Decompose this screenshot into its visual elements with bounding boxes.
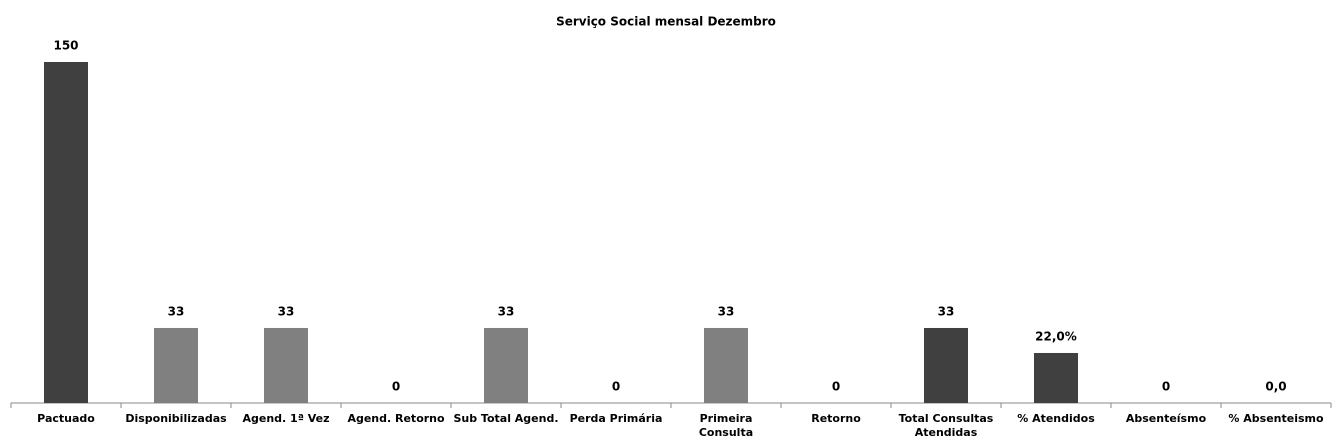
bar <box>704 327 748 403</box>
data-label: 0,0 <box>1265 380 1286 394</box>
x-tick-label: Primeira Consulta <box>698 412 754 439</box>
data-label: 0 <box>832 380 840 394</box>
x-tick-label: Total Consultas Atendidas <box>898 412 994 439</box>
data-label: 33 <box>168 304 185 318</box>
data-label: 0 <box>612 380 620 394</box>
x-tick-label: Sub Total Agend. <box>453 412 559 425</box>
bar <box>154 327 198 403</box>
x-tick-label: Absenteísmo <box>1125 412 1207 425</box>
bar <box>264 327 308 403</box>
bar <box>924 327 968 403</box>
data-label: 22,0% <box>1035 329 1077 343</box>
data-label: 33 <box>718 304 735 318</box>
x-tick-label: Pactuado <box>37 412 95 425</box>
bar <box>1034 352 1078 403</box>
data-label: 33 <box>278 304 295 318</box>
data-label: 0 <box>1162 380 1170 394</box>
bar <box>484 327 528 403</box>
data-label: 150 <box>53 39 78 53</box>
data-label: 33 <box>498 304 515 318</box>
x-tick-label: Perda Primária <box>569 412 663 425</box>
x-tick-label: Agend. 1ª Vez <box>242 412 330 425</box>
bar <box>44 62 88 403</box>
chart-title: Serviço Social mensal Dezembro <box>556 15 776 29</box>
data-label: 0 <box>392 380 400 394</box>
x-tick-label: Disponibilizadas <box>125 412 227 425</box>
x-tick-label: % Absenteismo <box>1228 412 1324 425</box>
x-tick-label: Agend. Retorno <box>347 412 445 425</box>
x-tick-label: Retorno <box>811 412 861 425</box>
data-label: 33 <box>938 304 955 318</box>
x-tick-label: % Atendidos <box>1017 412 1095 425</box>
